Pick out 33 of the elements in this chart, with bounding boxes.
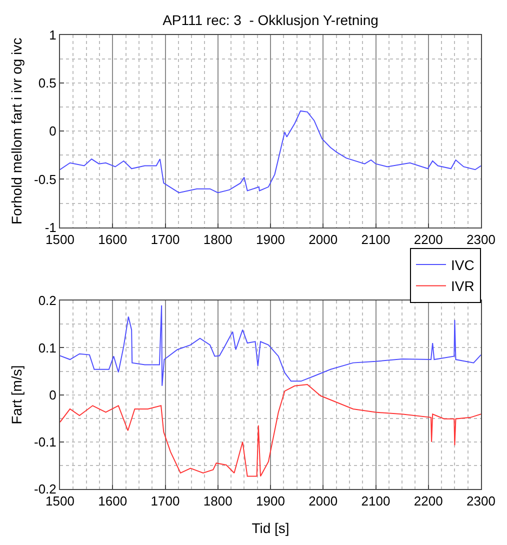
legend-label: IVC <box>451 256 474 273</box>
x-tick-label: 1900 <box>256 494 285 509</box>
line-series <box>60 304 481 386</box>
x-tick-label: 1700 <box>150 494 180 509</box>
x-tick-label: 1600 <box>98 232 128 247</box>
x-tick-label: 1800 <box>203 494 232 509</box>
chart-title: AP111 rec: 3 - Okklusjon Y-retning <box>162 12 378 28</box>
x-tick-label: 2200 <box>414 232 443 247</box>
x-tick-label: 2300 <box>466 494 496 509</box>
y-tick-label: 1 <box>49 28 56 43</box>
x-tick-label: 2000 <box>308 494 338 509</box>
x-tick-label: 2100 <box>361 232 390 247</box>
x-tick-label: 1600 <box>98 494 128 509</box>
x-tick-label: 2300 <box>466 232 496 247</box>
y-tick-label: 0 <box>49 124 56 139</box>
x-tick-label: 1700 <box>150 232 180 247</box>
y-axis-title: Forhold mellom fart i ivr og ivc <box>8 38 25 225</box>
y-axis-title: Fart [m/s] <box>8 365 25 424</box>
y-tick-label: 0.2 <box>38 293 56 308</box>
x-tick-label: 2200 <box>414 494 443 509</box>
y-tick-label: 0 <box>49 387 56 402</box>
y-tick-label: 0.1 <box>38 340 56 356</box>
y-tick-label: -0.5 <box>34 172 56 187</box>
y-tick-label: -0.1 <box>34 434 56 450</box>
y-tick-label: 0.5 <box>38 76 56 91</box>
line-series <box>60 110 481 194</box>
line-series <box>60 384 481 477</box>
x-tick-label: 2000 <box>308 232 338 247</box>
x-tick-label: 1800 <box>203 232 232 247</box>
x-axis-title: Tid [s] <box>252 520 290 536</box>
x-tick-label: 1900 <box>256 232 285 247</box>
legend-label: IVR <box>451 278 474 294</box>
x-tick-label: 2100 <box>361 494 390 509</box>
